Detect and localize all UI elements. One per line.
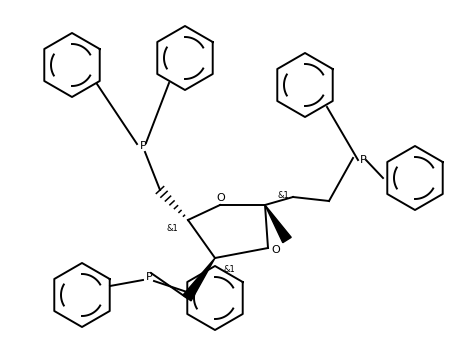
Text: P: P xyxy=(139,141,146,151)
Text: P: P xyxy=(145,272,152,282)
Polygon shape xyxy=(183,258,215,301)
Text: P: P xyxy=(359,155,366,165)
Text: O: O xyxy=(216,193,225,203)
Text: O: O xyxy=(271,245,280,255)
Text: &1: &1 xyxy=(276,190,288,199)
Text: &1: &1 xyxy=(166,224,178,233)
Polygon shape xyxy=(264,205,290,243)
Text: &1: &1 xyxy=(223,265,235,274)
